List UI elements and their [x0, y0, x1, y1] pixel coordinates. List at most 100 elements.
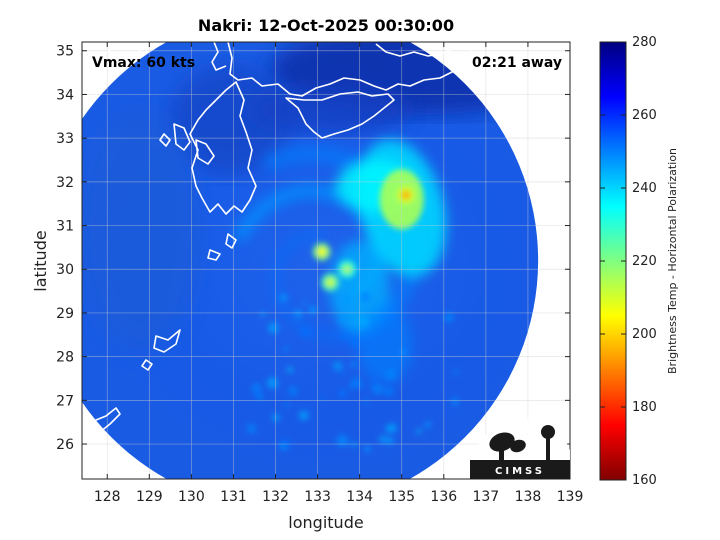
cell — [278, 439, 291, 451]
swath-land-kyushu — [170, 65, 290, 175]
cell — [360, 292, 370, 302]
cell — [378, 435, 387, 443]
cell — [358, 316, 369, 328]
cell — [279, 293, 288, 302]
cell — [364, 445, 371, 453]
cell — [371, 381, 377, 386]
logo-dish-stand — [499, 448, 504, 460]
cell — [246, 423, 257, 434]
coastline-okinawa — [87, 407, 121, 441]
time-away-label: 02:21 away — [472, 55, 562, 71]
logo-tower — [546, 438, 550, 460]
y-tick-label: 29 — [56, 306, 74, 322]
cell — [298, 410, 309, 421]
cell — [424, 421, 432, 429]
cimss-logo: CIMSS — [470, 417, 570, 479]
cell — [351, 441, 358, 448]
cell — [349, 337, 361, 348]
x-tick-label: 134 — [346, 489, 373, 505]
x-tick-label: 131 — [220, 489, 247, 505]
colorbar: 160 180 200 220 240 260 280 Brightness Temp - … — [599, 35, 679, 488]
colorbar-tick-label: 260 — [632, 108, 657, 123]
cell — [340, 295, 352, 307]
cell — [288, 386, 298, 396]
logo-dish-1 — [489, 432, 515, 452]
cell — [294, 309, 303, 318]
colorbar-tick-label: 180 — [632, 400, 657, 415]
y-tick-label: 32 — [56, 175, 74, 191]
cell — [336, 435, 349, 447]
cell — [267, 322, 280, 334]
core-center — [325, 277, 335, 287]
cell — [383, 386, 394, 397]
cell — [372, 384, 384, 395]
cell — [341, 311, 351, 320]
x-tick-label: 135 — [388, 489, 415, 505]
coastline-korea-islands — [83, 43, 141, 67]
map-title: Nakri: 12-Oct-2025 00:30:00 — [198, 16, 454, 35]
coastline-shikoku — [285, 91, 395, 139]
cell — [387, 313, 394, 319]
cell — [251, 383, 262, 393]
coastlines — [83, 42, 475, 441]
x-tick-label: 138 — [515, 489, 542, 505]
logo-tower-tank — [541, 425, 555, 439]
coastline-amami — [141, 329, 181, 371]
cell — [453, 369, 459, 374]
cell — [451, 397, 459, 406]
cell — [266, 377, 279, 389]
scattered-cells — [246, 292, 459, 453]
coastline-honshu-west — [211, 42, 227, 71]
y-tick-label: 27 — [56, 393, 74, 409]
axis-ticks: 128 129 130 131 132 133 134 135 136 137 138 139 26 27… — [56, 42, 583, 505]
coastline-north-edge — [375, 43, 471, 57]
coastline-goto-islands — [159, 123, 191, 151]
x-tick-label: 132 — [262, 489, 289, 505]
x-tick-label: 129 — [136, 489, 163, 505]
y-axis-label: latitude — [31, 230, 50, 291]
y-tick-label: 34 — [56, 87, 74, 103]
logo-bar — [470, 460, 570, 479]
cell — [348, 385, 353, 390]
cell — [363, 398, 369, 404]
cell — [302, 300, 307, 305]
cell — [341, 333, 349, 340]
cell — [253, 390, 262, 399]
colorbar-tick-label: 280 — [632, 35, 657, 50]
coastline-tanegashima — [207, 233, 237, 261]
coastline-honshu-south — [227, 42, 475, 97]
cell — [416, 428, 422, 434]
logo-dish-2 — [510, 439, 526, 453]
colorbar-label: Brightness Temp - Horizontal Polarizatio… — [666, 148, 679, 374]
cell — [385, 436, 394, 445]
cell — [284, 402, 289, 408]
colorbar-tick-label: 200 — [632, 327, 657, 342]
coastline-kyushu — [189, 81, 257, 215]
cell — [443, 312, 454, 323]
colorbar-ticks: 160 180 200 220 240 260 280 — [600, 35, 657, 488]
vmax-label: Vmax: 60 kts — [92, 55, 195, 71]
x-tick-label: 136 — [430, 489, 457, 505]
core-center — [401, 190, 411, 200]
swath-land-shikoku — [250, 85, 410, 135]
core-center — [317, 247, 327, 257]
cell — [338, 389, 347, 398]
cell — [399, 349, 406, 356]
cell — [286, 366, 294, 374]
y-tick-label: 26 — [56, 437, 74, 453]
x-tick-label: 139 — [557, 489, 584, 505]
axes-box — [81, 41, 571, 480]
y-tick-label: 33 — [56, 131, 74, 147]
microwave-swath — [82, 42, 539, 479]
cell — [350, 377, 362, 389]
colorbar-tick-label: 220 — [632, 254, 657, 269]
cell — [299, 326, 311, 338]
cell — [260, 311, 266, 317]
y-tick-label: 31 — [56, 219, 74, 235]
logo-text: CIMSS — [495, 466, 545, 477]
cell — [283, 346, 290, 353]
colorbar-tick-label: 160 — [632, 473, 657, 488]
rain-band-far-south — [356, 303, 413, 384]
cell — [385, 368, 397, 380]
